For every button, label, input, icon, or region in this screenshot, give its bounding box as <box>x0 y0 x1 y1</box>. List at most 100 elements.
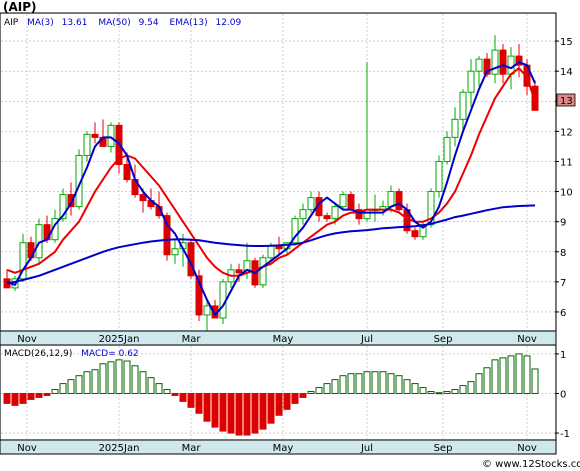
candle-body-down <box>195 275 203 316</box>
macd-bar-negative <box>3 392 11 404</box>
macd-bar-positive <box>131 365 139 394</box>
macd-bar-positive <box>91 369 99 394</box>
macd-bar-positive <box>107 361 115 394</box>
candle <box>307 191 315 213</box>
macd-bar-positive <box>523 355 531 394</box>
candle <box>347 191 355 211</box>
line-ma-50 <box>6 204 536 285</box>
macd-x-axis-band <box>0 439 557 455</box>
candle-body-up <box>387 191 395 208</box>
macd-x-tick-label: Jul <box>360 443 373 454</box>
macd-bar-positive <box>51 389 59 394</box>
legend-ema13-value: 12.09 <box>215 18 241 28</box>
price-x-axis: Nov 2025Jan Mar May Jul Sep Nov <box>17 334 537 345</box>
candle-body-up <box>59 194 67 220</box>
candle-body-down <box>163 215 171 256</box>
macd-bar-negative <box>19 392 27 404</box>
macd-bar-negative <box>11 392 19 406</box>
macd-bar-positive <box>315 387 323 394</box>
candle-body-down <box>235 269 243 274</box>
macd-x-tick-label: 2025Jan <box>99 443 140 454</box>
macd-bar-positive <box>323 383 331 394</box>
macd-y-tick-label: 1 <box>560 350 566 361</box>
macd-bar-positive <box>155 383 163 394</box>
macd-bar-negative <box>179 392 187 402</box>
macd-bar-positive <box>411 383 419 394</box>
macd-x-tick-label: Sep <box>434 443 453 454</box>
price-y-tick-label: 6 <box>560 308 566 319</box>
price-y-tick-label: 12 <box>560 127 573 138</box>
candle-body-up <box>267 245 275 259</box>
macd-bar-positive <box>115 359 123 394</box>
macd-bar-negative <box>203 392 211 422</box>
macd-bar-positive <box>83 371 91 394</box>
macd-bar-negative <box>235 392 243 436</box>
macd-bar-negative <box>219 392 227 432</box>
macd-bar-positive <box>395 375 403 394</box>
macd-bar-positive <box>475 373 483 394</box>
price-y-tick-label: 7 <box>560 278 566 289</box>
macd-bar-negative <box>171 392 179 396</box>
candle-body-up <box>475 58 483 72</box>
candle-body-up <box>291 218 299 244</box>
candle-body-up <box>435 160 443 193</box>
price-x-tick-label: May <box>273 334 294 345</box>
macd-bar-positive <box>139 371 147 394</box>
candle <box>467 59 475 108</box>
legend: AIP MA(3) 13.61 MA(50) 9.54 EMA(13) 12.0… <box>4 18 242 28</box>
candle-body-up <box>19 242 27 280</box>
macd-bar-positive <box>307 391 315 394</box>
candle <box>499 44 507 84</box>
candle-body-up <box>491 49 499 75</box>
price-x-tick-label: Nov <box>517 334 537 345</box>
candle <box>451 107 459 147</box>
price-y-tick-label: 11 <box>560 157 573 168</box>
macd-bar-positive <box>483 367 491 394</box>
candle <box>411 227 419 240</box>
macd-bar-positive <box>147 377 155 394</box>
candle-body-down <box>483 58 491 75</box>
price-indicator-lines <box>6 61 536 316</box>
candle-body-down <box>499 49 507 75</box>
macd-bar-positive <box>331 379 339 394</box>
candle-body-down <box>67 194 75 208</box>
price-x-tick-label: Mar <box>182 334 202 345</box>
macd-bar-positive <box>355 373 363 394</box>
candle-body-down <box>323 215 331 220</box>
price-x-tick-label: Nov <box>17 334 37 345</box>
legend-ma3-label: MA(3) <box>27 18 54 28</box>
candle-body-up <box>443 136 451 162</box>
macd-bar-positive <box>499 357 507 394</box>
macd-bar-positive <box>163 389 171 394</box>
macd-bars <box>3 353 539 436</box>
candle <box>323 212 331 222</box>
legend-symbol: AIP <box>4 18 19 28</box>
candle-body-up <box>307 197 315 211</box>
price-y-tick-label: 15 <box>560 37 573 48</box>
last-price-box <box>556 93 576 107</box>
macd-bar-positive <box>387 373 395 394</box>
macd-x-tick-label: Nov <box>517 443 537 454</box>
candle-body-up <box>107 124 115 147</box>
macd-bar-positive <box>371 371 379 394</box>
macd-bar-negative <box>267 392 275 424</box>
line-ma-3 <box>6 61 536 316</box>
line-ema-13 <box>6 67 536 277</box>
candle <box>235 263 243 282</box>
candle-body-up <box>83 133 91 156</box>
candle-body-up <box>451 118 459 138</box>
macd-x-tick-label: Mar <box>182 443 202 454</box>
macd-bar-positive <box>515 353 523 394</box>
legend-ma50-label: MA(50) <box>98 18 130 28</box>
price-x-tick-label: 2025Jan <box>99 334 140 345</box>
legend-ma50-value: 9.54 <box>139 18 159 28</box>
candle <box>291 215 299 246</box>
macd-bar-negative <box>291 392 299 404</box>
macd-bar-positive <box>467 381 475 394</box>
legend-ma3-value: 13.61 <box>62 18 88 28</box>
macd-legend-label: MACD(26,12,9) <box>4 349 72 359</box>
candle <box>203 299 211 334</box>
macd-bar-positive <box>419 387 427 394</box>
macd-bar-positive <box>75 375 83 394</box>
candle <box>163 212 171 261</box>
